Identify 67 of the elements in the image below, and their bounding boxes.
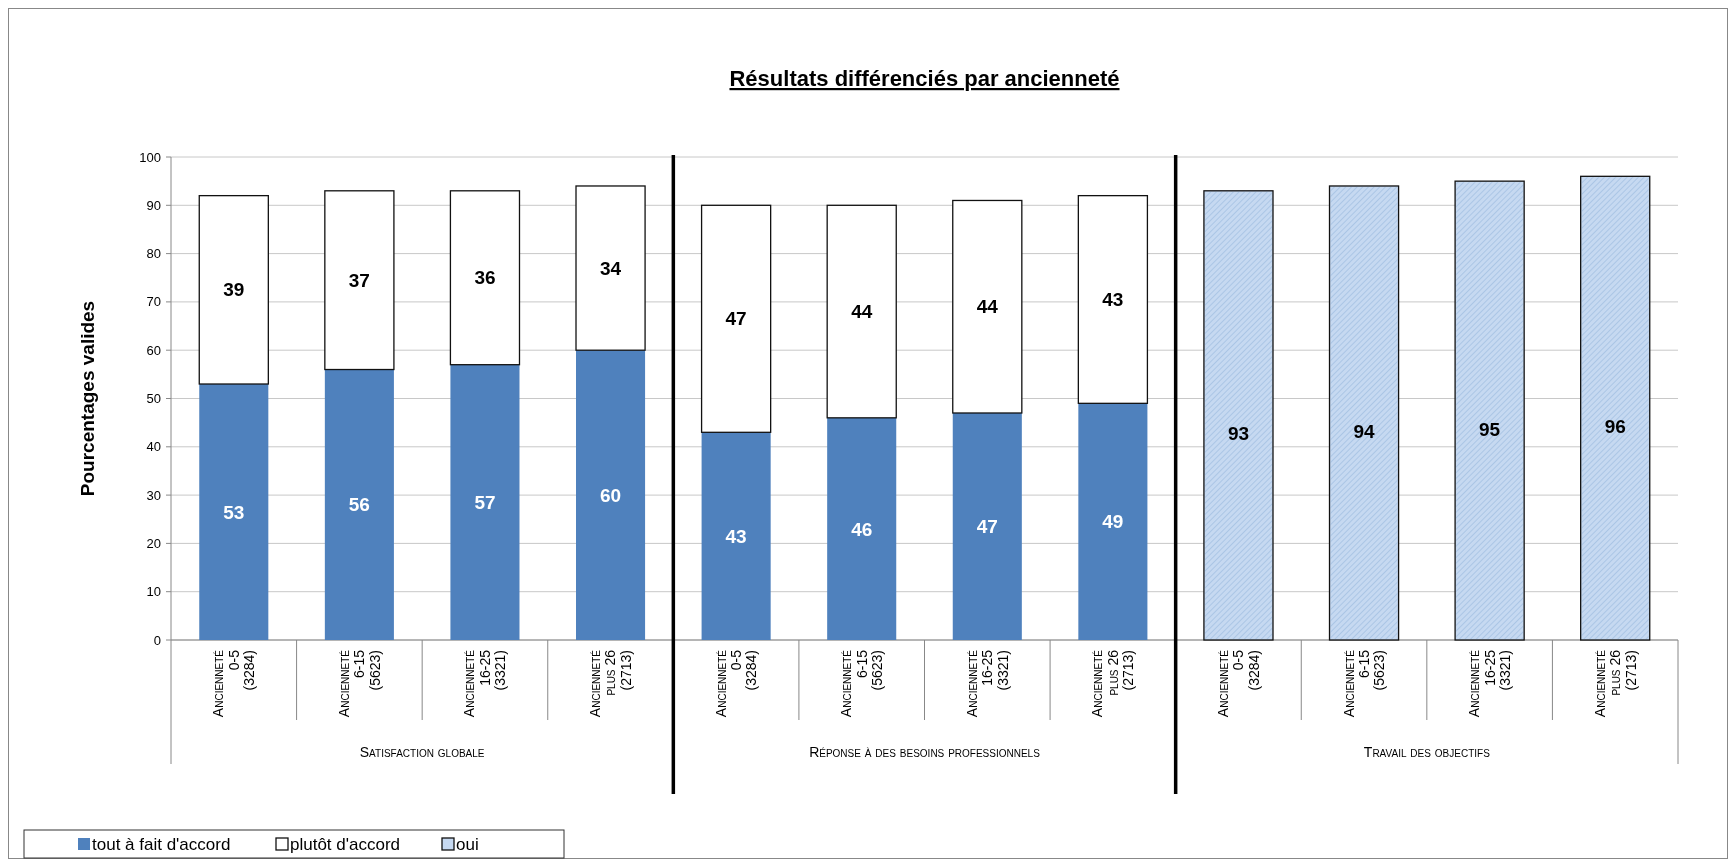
x-tick-label: Ancienneté 0-5 (3284) <box>1214 649 1262 718</box>
x-tick-label: Ancienneté plus 26 (2713) <box>1591 649 1639 718</box>
y-tick-label: 60 <box>146 342 161 358</box>
bar <box>826 204 897 419</box>
data-label: 56 <box>348 494 370 516</box>
data-label: 46 <box>851 518 873 540</box>
bar <box>827 417 897 640</box>
y-tick-label: 50 <box>146 391 161 407</box>
data-label: 43 <box>725 525 747 547</box>
data-label: 47 <box>976 516 998 538</box>
data-label: 93 <box>1227 423 1250 445</box>
y-tick-label: 0 <box>153 632 161 648</box>
bar <box>700 204 772 433</box>
text: Réponse à des besoins professionnels <box>809 744 1041 760</box>
bar <box>1078 403 1148 640</box>
data-label: 53 <box>223 501 245 523</box>
text: Satisfaction globale <box>359 744 485 760</box>
chart-title: Résultats différenciés par ancienneté <box>729 66 1120 91</box>
bar <box>575 185 646 351</box>
x-tick-label: Ancienneté 6-15 (5623) <box>838 649 886 718</box>
legend-label: plutôt d'accord <box>290 834 401 854</box>
y-tick-label: 100 <box>139 149 161 165</box>
text: Travail des objectifs <box>1363 744 1491 760</box>
y-tick-label: 10 <box>146 584 161 600</box>
bar <box>450 364 520 640</box>
legend-label: oui <box>456 834 479 854</box>
data-label: 95 <box>1479 418 1501 440</box>
x-tick-label: Ancienneté 0-5 (3284) <box>210 649 258 718</box>
data-label: 36 <box>474 267 496 289</box>
x-tick-label: Ancienneté 16-25 (3321) <box>461 649 509 718</box>
y-tick-label: 80 <box>146 246 161 262</box>
data-label: 57 <box>474 491 496 513</box>
y-tick-label: 30 <box>146 487 161 503</box>
bar <box>1077 194 1149 404</box>
y-tick-label: 70 <box>146 294 161 310</box>
y-tick-label: 40 <box>146 439 161 455</box>
bar <box>449 190 521 366</box>
bar <box>199 384 269 640</box>
bar <box>576 350 646 640</box>
data-label: 37 <box>348 269 370 291</box>
data-label: 34 <box>599 257 622 279</box>
bar <box>701 432 771 640</box>
x-tick-label: Ancienneté 6-15 (5623) <box>1340 649 1388 718</box>
data-label: 60 <box>599 484 622 506</box>
data-label: 47 <box>725 308 747 330</box>
bar <box>324 190 395 371</box>
data-label: 94 <box>1353 420 1376 442</box>
bar <box>952 412 1022 640</box>
data-label: 49 <box>1102 511 1124 533</box>
bar <box>952 199 1023 414</box>
y-tick-label: 20 <box>146 535 161 551</box>
x-tick-label: Ancienneté plus 26 (2713) <box>1089 649 1137 718</box>
data-label: 44 <box>976 296 999 318</box>
data-label: 39 <box>223 279 245 301</box>
y-tick-label: 90 <box>146 197 161 213</box>
legend-label: tout à fait d'accord <box>92 834 231 854</box>
data-label: 96 <box>1604 416 1626 438</box>
bar <box>198 194 269 385</box>
x-tick-label: Ancienneté 16-25 (3321) <box>1466 649 1513 718</box>
x-tick-label: Ancienneté plus 26 (2713) <box>587 649 634 718</box>
data-label: 44 <box>851 301 873 323</box>
data-label: 43 <box>1102 289 1124 311</box>
x-tick-label: Ancienneté 16-25 (3321) <box>963 649 1011 718</box>
x-tick-label: Ancienneté 6-15 (5623) <box>335 649 383 718</box>
y-axis-title: Pourcentages valides <box>77 300 98 497</box>
x-tick-label: Ancienneté 0-5 (3284) <box>712 649 760 718</box>
bar <box>324 369 394 640</box>
